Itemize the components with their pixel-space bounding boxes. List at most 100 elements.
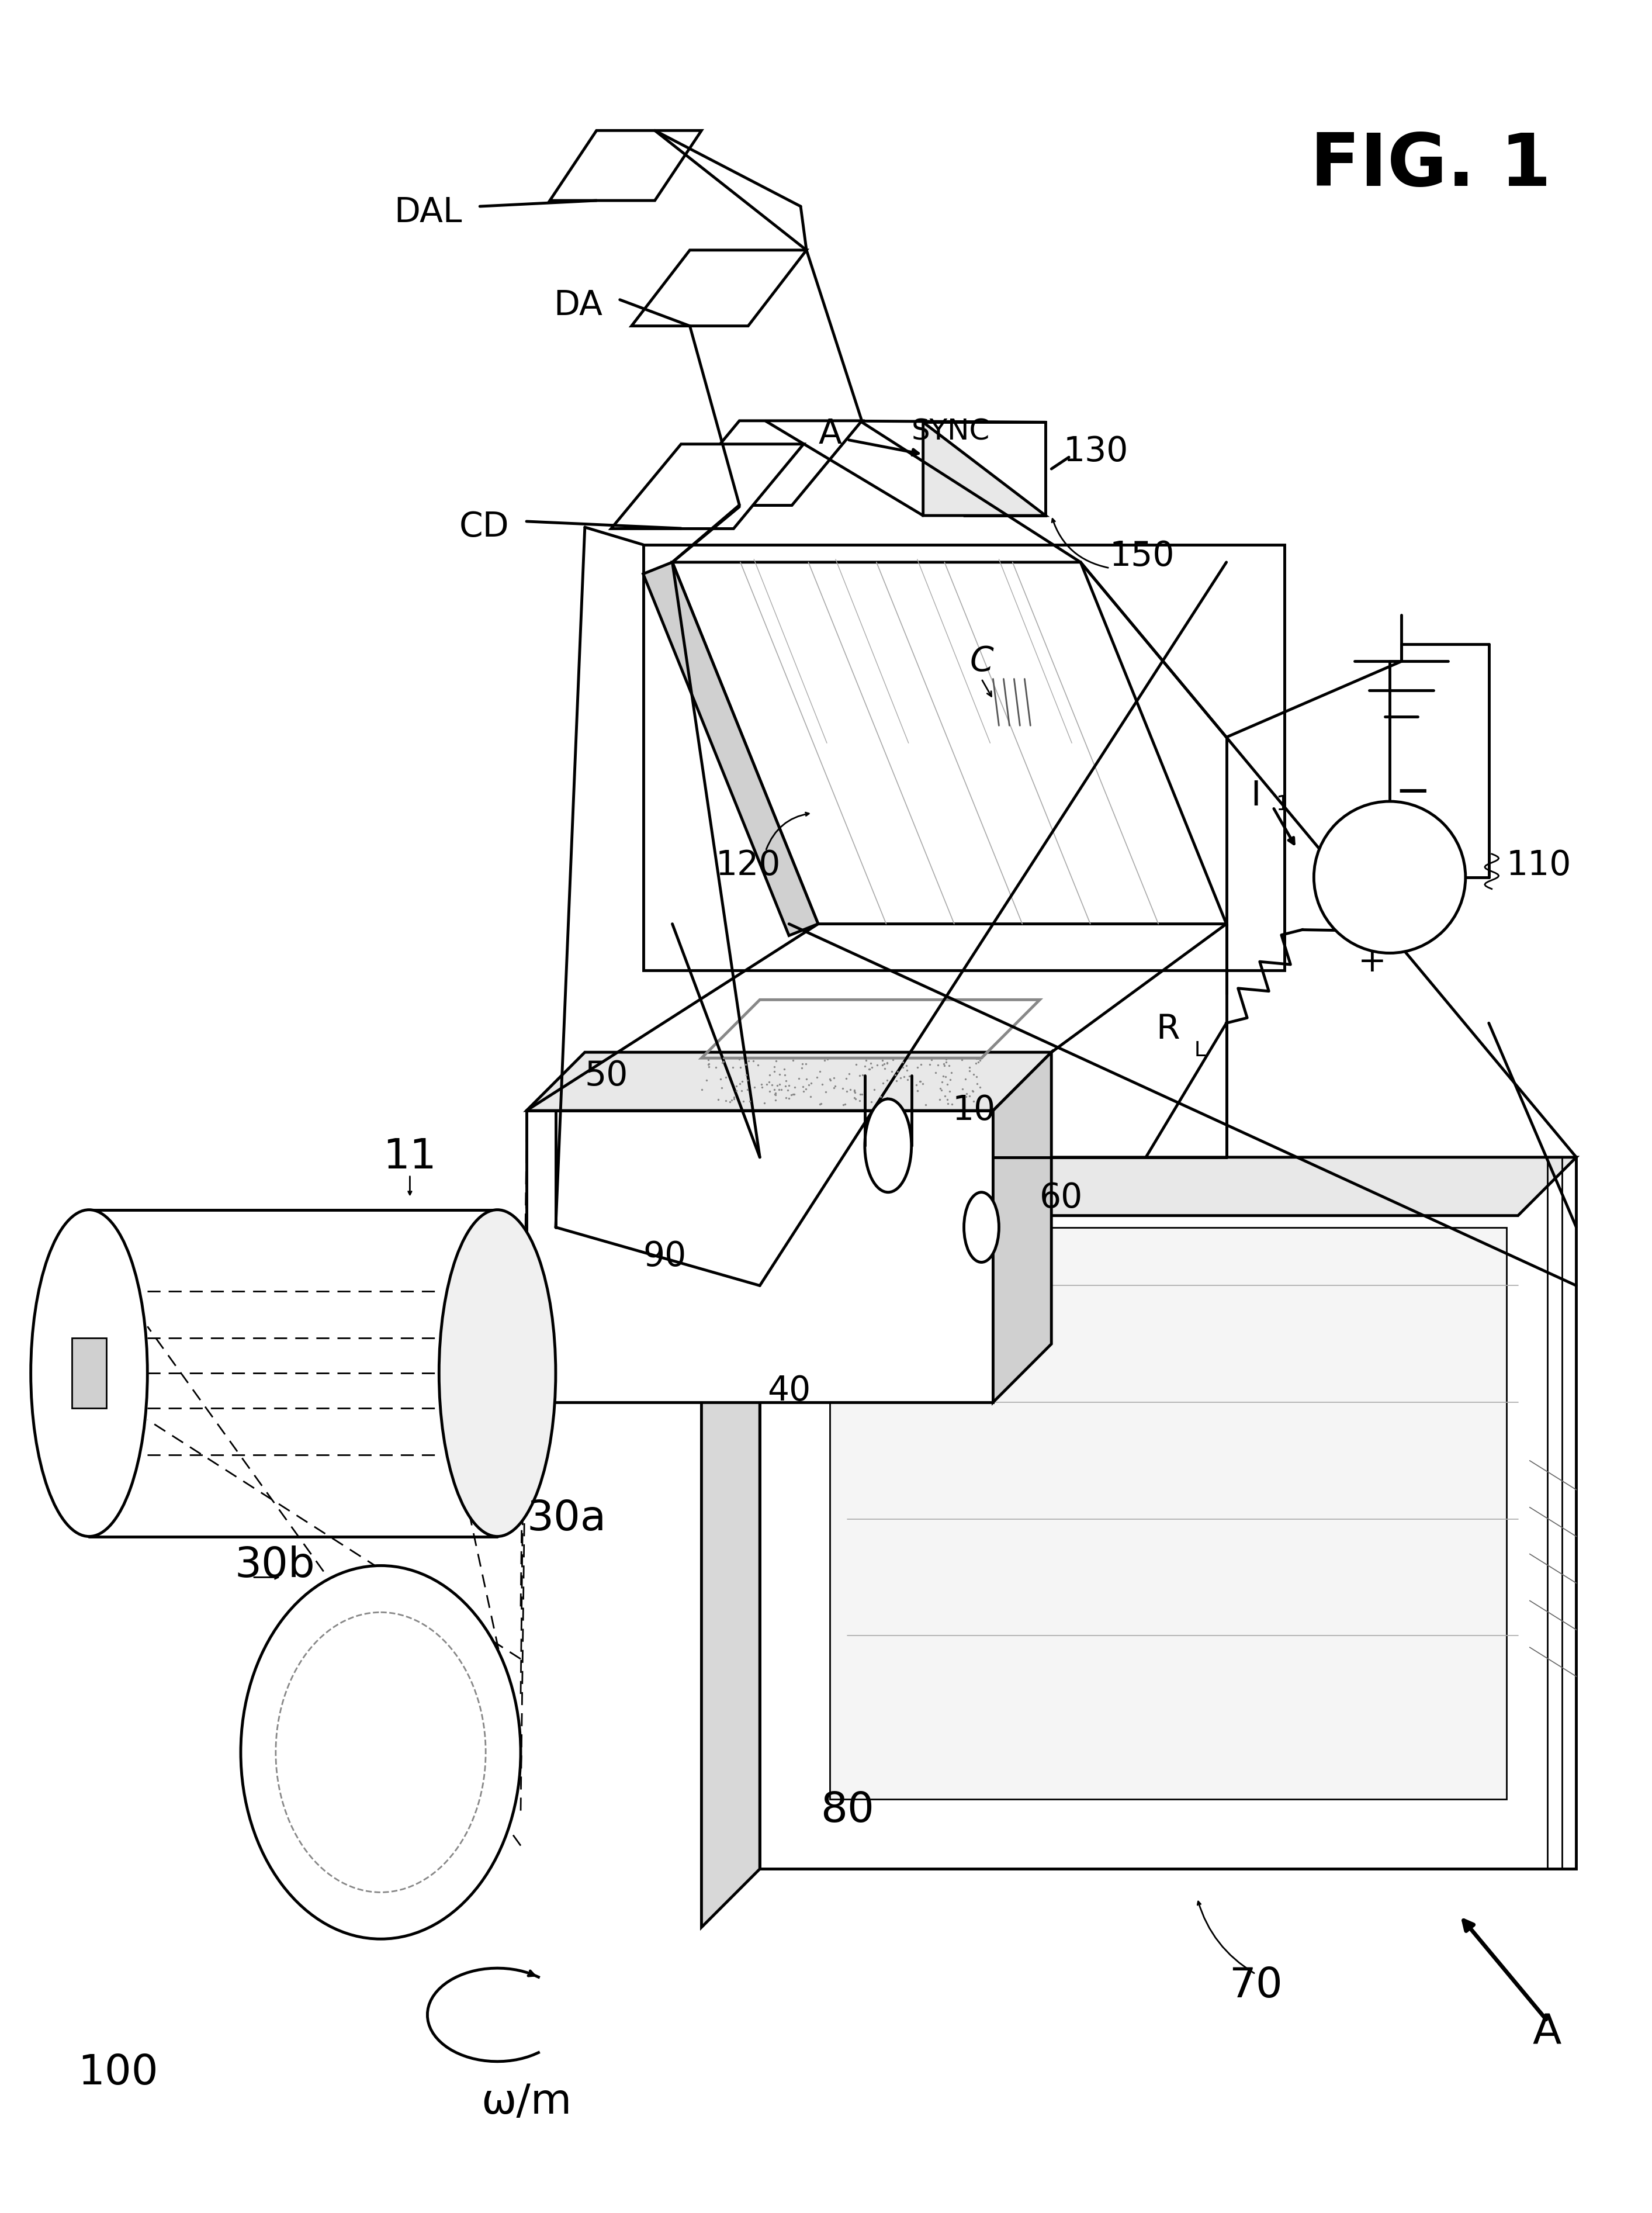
Point — [824, 1056, 851, 1091]
Point — [948, 1073, 975, 1109]
Point — [737, 1045, 763, 1080]
Point — [811, 1069, 838, 1104]
Point — [738, 1073, 765, 1109]
Point — [851, 1051, 877, 1087]
Point — [801, 1058, 828, 1093]
Point — [760, 1080, 786, 1115]
Point — [710, 1076, 737, 1111]
Point — [767, 1076, 793, 1111]
Point — [966, 1049, 993, 1084]
Point — [914, 1051, 940, 1087]
Text: DAL: DAL — [395, 195, 463, 228]
Point — [834, 1078, 861, 1113]
Ellipse shape — [439, 1211, 555, 1536]
Point — [762, 1060, 788, 1095]
Text: 11: 11 — [383, 1137, 436, 1177]
Point — [942, 1078, 968, 1113]
Point — [909, 1045, 935, 1080]
Point — [819, 1076, 846, 1111]
Polygon shape — [611, 445, 803, 529]
Point — [933, 1071, 960, 1106]
Point — [933, 1076, 960, 1111]
Point — [841, 1045, 867, 1080]
Point — [960, 1058, 986, 1093]
Text: 90: 90 — [643, 1239, 687, 1272]
Point — [732, 1047, 758, 1082]
Text: 40: 40 — [767, 1374, 811, 1407]
Point — [737, 1047, 763, 1082]
Point — [945, 1084, 971, 1120]
Point — [854, 1064, 881, 1100]
Point — [727, 1051, 753, 1087]
Point — [912, 1053, 938, 1089]
Point — [824, 1064, 851, 1100]
Point — [864, 1049, 890, 1084]
Polygon shape — [550, 131, 702, 201]
Text: L: L — [1194, 1040, 1206, 1060]
Point — [735, 1049, 762, 1084]
Point — [839, 1087, 866, 1122]
Polygon shape — [760, 1157, 1576, 1870]
Point — [826, 1069, 852, 1104]
Point — [814, 1060, 841, 1095]
Point — [923, 1051, 950, 1087]
Point — [730, 1071, 757, 1106]
Point — [871, 1084, 897, 1120]
Text: A: A — [818, 418, 841, 451]
Point — [813, 1073, 839, 1109]
Point — [692, 1080, 719, 1115]
Point — [719, 1051, 745, 1087]
Point — [781, 1071, 808, 1106]
Point — [692, 1049, 719, 1084]
Polygon shape — [829, 1228, 1507, 1799]
Point — [843, 1064, 869, 1100]
Point — [813, 1076, 839, 1111]
Point — [867, 1042, 894, 1078]
Point — [697, 1080, 724, 1115]
Point — [890, 1064, 917, 1100]
Point — [846, 1045, 872, 1080]
Text: 120: 120 — [715, 850, 781, 883]
Point — [866, 1047, 892, 1082]
Point — [793, 1084, 819, 1120]
Point — [849, 1078, 876, 1113]
Point — [727, 1062, 753, 1098]
Point — [786, 1051, 813, 1087]
Point — [955, 1058, 981, 1093]
Text: FIG. 1: FIG. 1 — [1310, 131, 1551, 201]
Point — [879, 1045, 905, 1080]
Point — [735, 1042, 762, 1078]
Point — [965, 1051, 991, 1087]
Point — [747, 1069, 773, 1104]
Point — [705, 1071, 732, 1106]
Point — [735, 1040, 762, 1076]
Point — [750, 1080, 776, 1115]
Point — [874, 1064, 900, 1100]
Text: 30a: 30a — [527, 1498, 606, 1538]
Point — [920, 1071, 947, 1106]
Point — [937, 1062, 963, 1098]
Point — [730, 1042, 757, 1078]
Point — [933, 1078, 960, 1113]
Text: 100: 100 — [78, 2054, 159, 2093]
Point — [814, 1069, 841, 1104]
Ellipse shape — [864, 1100, 912, 1193]
Point — [960, 1078, 986, 1113]
Point — [724, 1080, 750, 1115]
Text: DA: DA — [553, 290, 603, 323]
Point — [942, 1056, 968, 1091]
Point — [952, 1082, 978, 1118]
Point — [866, 1060, 892, 1095]
Polygon shape — [669, 420, 862, 505]
Point — [800, 1060, 826, 1095]
Point — [720, 1067, 747, 1102]
Point — [793, 1058, 819, 1093]
Point — [720, 1060, 747, 1095]
Polygon shape — [643, 562, 818, 936]
Text: 130: 130 — [1064, 434, 1128, 467]
Ellipse shape — [241, 1565, 520, 1939]
Point — [717, 1084, 743, 1120]
Point — [710, 1056, 737, 1091]
Point — [843, 1069, 869, 1104]
Point — [719, 1060, 745, 1095]
